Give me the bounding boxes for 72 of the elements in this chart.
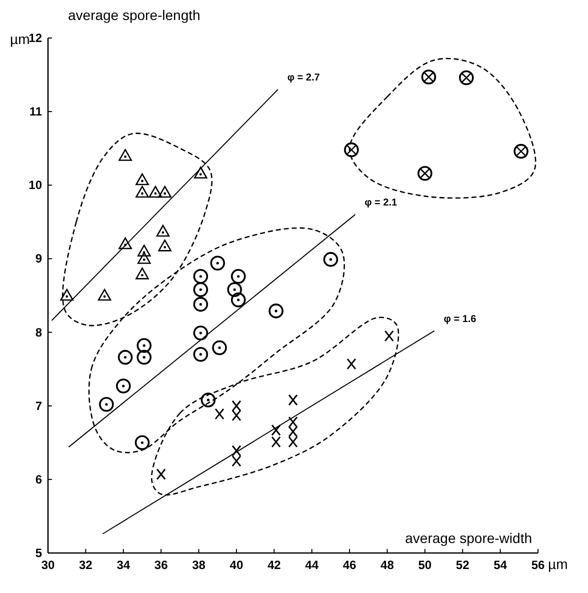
x-tick-label: 44 (305, 558, 319, 572)
point (514, 144, 528, 159)
point (137, 252, 151, 264)
y-tick-label: 11 (29, 104, 42, 119)
y-tick-label: 8 (35, 325, 42, 340)
x-tick-label: 42 (267, 558, 282, 572)
x-tick-label: 52 (456, 558, 470, 572)
annotation: φ = 1.6 (444, 314, 477, 325)
point (136, 350, 152, 365)
x-tick-label: 54 (494, 558, 508, 572)
y-tick-label: 10 (28, 178, 42, 192)
point (156, 224, 170, 237)
text: µm (10, 31, 30, 47)
x-tick-label: 38 (192, 558, 206, 572)
point (148, 186, 162, 198)
point (118, 237, 132, 250)
point (200, 392, 216, 408)
x-tick-label: 34 (116, 558, 130, 572)
point (344, 142, 359, 158)
point (156, 468, 166, 480)
point (194, 166, 208, 179)
annotation: φ = 2.1 (364, 198, 398, 209)
point (346, 358, 356, 370)
point (421, 70, 436, 84)
x-tick-label: 48 (380, 558, 394, 572)
x-tick-label: 30 (41, 558, 55, 572)
point (418, 166, 432, 181)
point (136, 338, 152, 353)
point (193, 268, 208, 284)
point (193, 296, 208, 312)
y-tick-label: 5 (35, 546, 42, 560)
point (230, 292, 246, 308)
annotation: φ = 2.7 (287, 72, 320, 84)
point (118, 350, 133, 365)
point (98, 288, 112, 301)
point (118, 149, 132, 161)
text: µm (548, 556, 568, 572)
point (137, 244, 151, 257)
point (193, 346, 208, 362)
point (212, 340, 227, 356)
point (458, 70, 474, 86)
point (136, 186, 149, 198)
x-tick-label: 56 (531, 558, 545, 572)
y-axis-title: average spore-length (68, 7, 200, 23)
point (158, 186, 172, 198)
point (323, 252, 338, 267)
x-tick-label: 36 (154, 558, 168, 572)
point (134, 435, 150, 450)
point (288, 394, 298, 406)
point (227, 282, 242, 298)
point (158, 240, 172, 252)
x-tick-label: 40 (230, 558, 244, 572)
point (193, 282, 208, 298)
point (116, 378, 131, 394)
point (384, 330, 394, 342)
point (136, 173, 149, 186)
point (136, 268, 149, 280)
x-tick-label: 50 (418, 558, 432, 572)
point (193, 326, 208, 340)
point (230, 268, 246, 284)
x-tick-label: 32 (79, 558, 93, 572)
point (60, 288, 74, 301)
y-tick-label: 7 (35, 398, 42, 413)
point (214, 408, 224, 420)
point (210, 256, 226, 271)
y-tick-label: 9 (35, 252, 42, 266)
y-tick-label: 12 (28, 31, 42, 45)
point (268, 304, 284, 318)
y-tick-label: 6 (35, 472, 42, 486)
point (99, 396, 114, 412)
x-axis-title: average spore-width (405, 530, 532, 546)
x-tick-label: 46 (342, 558, 357, 572)
